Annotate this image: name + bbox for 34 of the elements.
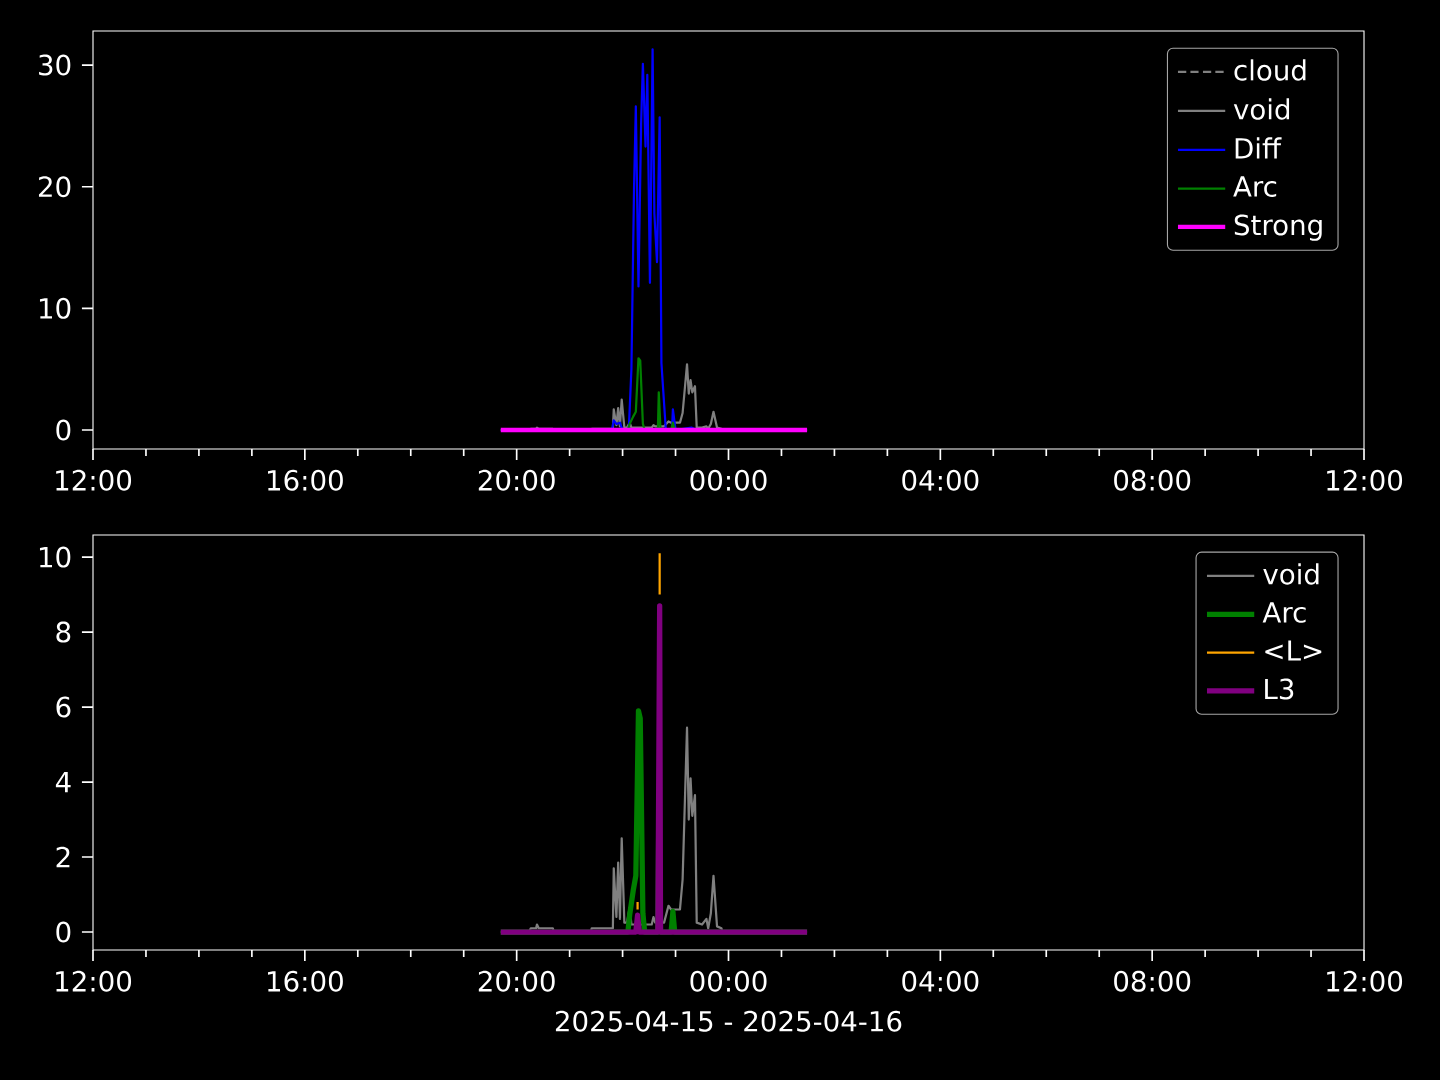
x-tick-label: 16:00 xyxy=(268,970,343,992)
y-tick-label: 10 xyxy=(39,546,71,568)
x-tick-label: 20:00 xyxy=(478,469,555,491)
x-tick-label: 04:00 xyxy=(902,970,979,992)
x-tick-label: 16:00 xyxy=(268,469,343,491)
legend-label: Arc xyxy=(1262,602,1306,623)
legend-label: L3 xyxy=(1265,678,1294,700)
x-tick-label: 00:00 xyxy=(690,970,767,992)
y-tick-label: 10 xyxy=(39,297,71,319)
legend-label: <L> xyxy=(1265,640,1322,661)
x-tick-label: 12:00 xyxy=(56,970,132,992)
x-tick-label: 20:00 xyxy=(478,970,555,992)
y-tick-label: 30 xyxy=(39,54,71,76)
x-tick-label: 12:00 xyxy=(56,469,132,491)
y-tick-label: 0 xyxy=(56,419,71,441)
y-tick-label: 8 xyxy=(56,621,71,643)
legend-label: Diff xyxy=(1235,137,1282,159)
x-tick-label: 08:00 xyxy=(1114,970,1191,992)
y-tick-label: 0 xyxy=(56,921,71,943)
x-axis-title: 2025-04-15 - 2025-04-16 xyxy=(555,1010,902,1032)
y-tick-label: 2 xyxy=(56,846,70,868)
y-tick-label: 20 xyxy=(38,176,71,198)
legend-label: cloud xyxy=(1234,59,1306,81)
y-tick-label: 6 xyxy=(56,696,71,718)
legend-label: void xyxy=(1263,563,1319,585)
y-tick-label: 4 xyxy=(55,771,71,793)
x-tick-label: 12:00 xyxy=(1327,469,1403,491)
legend-label: void xyxy=(1233,98,1290,120)
x-tick-label: 00:00 xyxy=(690,469,767,491)
x-tick-label: 12:00 xyxy=(1327,970,1403,992)
x-tick-label: 04:00 xyxy=(902,469,979,491)
x-tick-label: 08:00 xyxy=(1114,469,1191,491)
legend-label: Strong xyxy=(1234,214,1322,241)
legend-label: Arc xyxy=(1233,176,1277,197)
